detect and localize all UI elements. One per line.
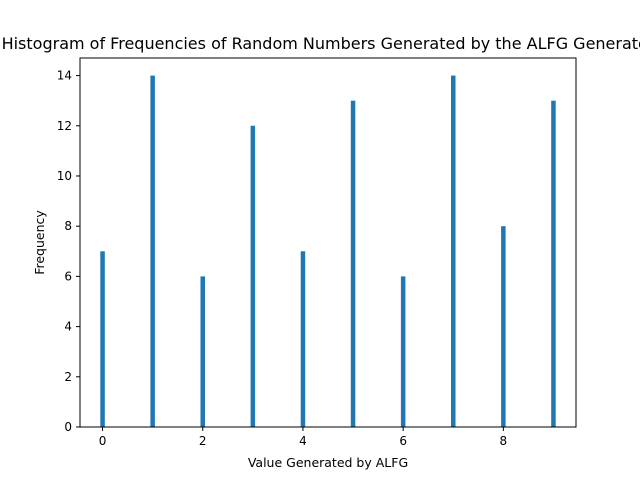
bar xyxy=(451,75,456,428)
bar xyxy=(300,251,306,427)
y-tick-label: 12 xyxy=(57,119,72,133)
y-tick-label: 14 xyxy=(57,69,72,83)
x-tick-label: 4 xyxy=(299,434,307,448)
y-tick-label: 8 xyxy=(64,219,72,233)
chart-title: Histogram of Frequencies of Random Numbe… xyxy=(2,34,640,53)
x-tick-label: 6 xyxy=(399,434,407,448)
bar xyxy=(350,100,356,428)
axes-frame xyxy=(79,57,577,428)
x-tick-label: 0 xyxy=(99,434,107,448)
bar xyxy=(100,251,105,427)
bar xyxy=(150,75,155,428)
bar xyxy=(551,100,556,428)
x-tick-label: 8 xyxy=(500,434,508,448)
bar xyxy=(400,276,406,427)
y-tick-label: 4 xyxy=(64,320,72,334)
x-tick-label: 2 xyxy=(199,434,207,448)
y-tick-label: 2 xyxy=(64,370,72,384)
y-tick-label: 6 xyxy=(64,269,72,283)
y-tick-label: 0 xyxy=(64,420,72,434)
y-ticks: 0 2 4 6 8 10 12 14 xyxy=(57,69,80,434)
bar xyxy=(200,276,205,427)
x-axis-label: Value Generated by ALFG xyxy=(248,455,408,470)
y-axis-label: Frequency xyxy=(32,210,47,275)
y-tick-label: 10 xyxy=(57,169,72,183)
bar xyxy=(501,226,506,427)
bar xyxy=(250,125,256,427)
bars-group xyxy=(100,75,556,428)
x-ticks: 0 2 4 6 8 xyxy=(99,427,507,448)
